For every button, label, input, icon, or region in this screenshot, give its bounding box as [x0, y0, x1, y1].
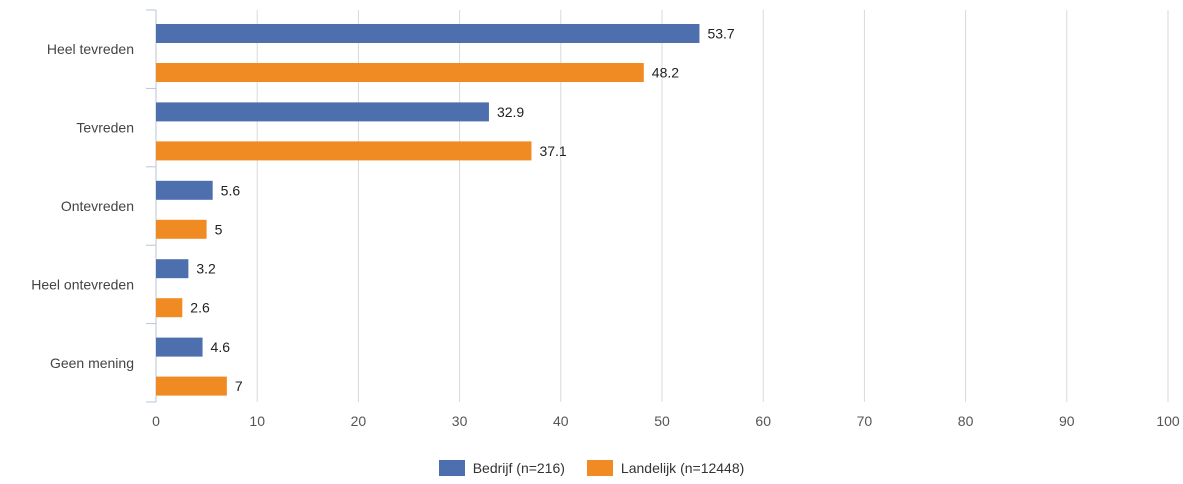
data-label: 32.9 — [497, 104, 524, 120]
bar — [156, 298, 183, 318]
bars — [156, 24, 700, 396]
category-label: Ontevreden — [61, 198, 134, 214]
x-tick-label: 30 — [452, 413, 468, 429]
data-label: 4.6 — [211, 339, 231, 355]
bar — [156, 180, 213, 200]
data-label: 5.6 — [221, 182, 241, 198]
category-label: Geen mening — [50, 355, 134, 371]
labels: 0 10 20 30 40 50 60 70 80 90 100 Heel tevreden 53.7 4… — [31, 26, 1180, 430]
x-tick-label: 60 — [755, 413, 771, 429]
bar — [156, 376, 227, 396]
category-label: Heel tevreden — [47, 41, 134, 57]
legend-label-landelijk: Landelijk (n=12448) — [620, 460, 745, 476]
bar — [156, 337, 203, 357]
data-label: 5 — [215, 221, 223, 237]
data-label: 3.2 — [196, 261, 216, 277]
x-tick-label: 40 — [553, 413, 569, 429]
bar — [156, 219, 207, 239]
bar — [156, 141, 532, 161]
x-tick-label: 80 — [958, 413, 974, 429]
category-label: Heel ontevreden — [31, 276, 134, 292]
bar — [156, 259, 189, 279]
data-label: 48.2 — [652, 65, 679, 81]
legend-label-bedrijf: Bedrijf (n=216) — [472, 460, 565, 476]
data-label: 53.7 — [707, 26, 734, 42]
data-label: 37.1 — [539, 143, 566, 159]
legend-swatch-bedrijf — [438, 460, 465, 476]
x-tick-label: 90 — [1059, 413, 1075, 429]
x-tick-label: 10 — [249, 413, 265, 429]
legend-item-bedrijf[interactable]: Bedrijf (n=216) — [438, 460, 565, 476]
data-label: 7 — [235, 378, 243, 394]
legend-swatch-landelijk — [586, 460, 613, 476]
x-tick-label: 0 — [152, 413, 160, 429]
category-label: Tevreden — [76, 120, 134, 136]
legend-item-landelijk[interactable]: Landelijk (n=12448) — [586, 460, 745, 476]
x-tick-label: 20 — [351, 413, 367, 429]
bar — [156, 102, 489, 122]
x-tick-label: 100 — [1156, 413, 1180, 429]
x-tick-label: 70 — [857, 413, 873, 429]
data-label: 2.6 — [190, 300, 210, 316]
axes — [146, 9, 157, 403]
bar — [156, 63, 644, 82]
x-tick-label: 50 — [654, 413, 670, 429]
bar — [156, 24, 700, 43]
legend: Bedrijf (n=216) Landelijk (n=12448) — [0, 460, 1183, 476]
